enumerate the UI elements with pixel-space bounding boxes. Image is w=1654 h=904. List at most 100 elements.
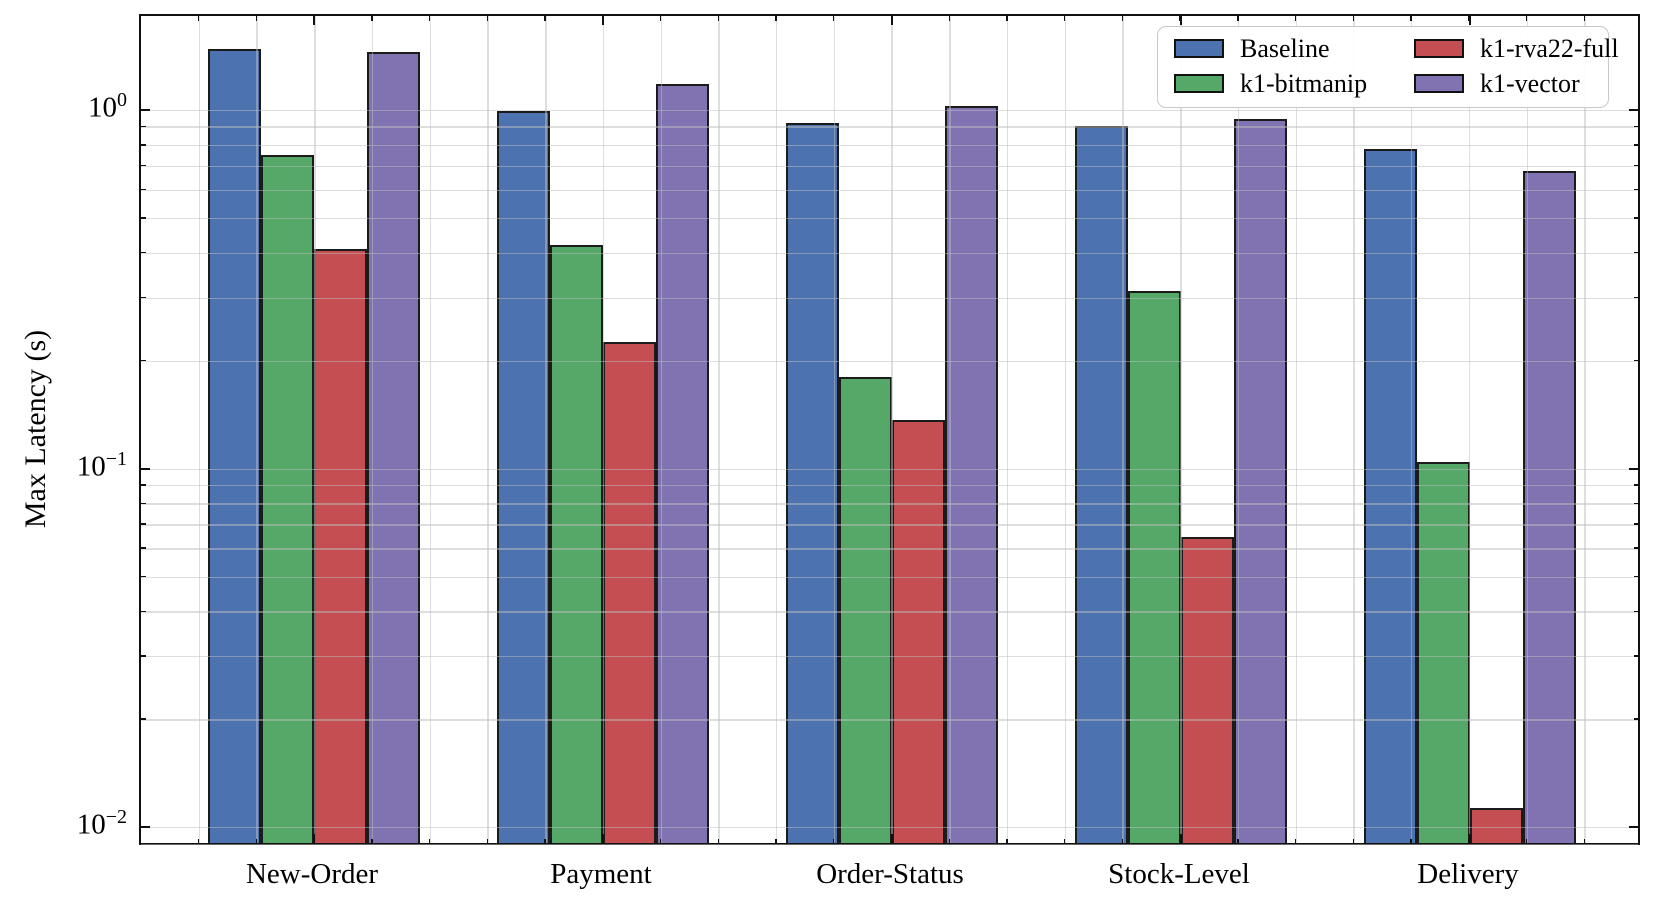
y-tick-right [1633, 842, 1638, 845]
y-tick-left [141, 144, 146, 146]
plot-area [139, 14, 1640, 845]
y-tick-left [141, 296, 146, 299]
y-tick-right [1633, 188, 1638, 191]
x-major-tick-bottom [1469, 834, 1471, 843]
x-major-tick-top [891, 16, 893, 25]
legend-swatch-k1-rva22-full [1414, 39, 1464, 58]
y-tick-left [141, 484, 146, 486]
x-tick-label-New-Order: New-Order [245, 858, 379, 890]
legend-swatch-k1-vector [1414, 74, 1464, 93]
y-tick-left [141, 842, 146, 845]
x-minor-tick-top [1121, 16, 1124, 21]
y-tick-right [1633, 296, 1638, 299]
legend: Baseline k1-bitmanip k1-rva22-full k1-vecto… [1157, 26, 1619, 108]
x-minor-tick-top [1294, 16, 1297, 21]
legend-item-k1-vector: k1-vector [1414, 71, 1644, 97]
y-tick-right [1633, 547, 1638, 549]
bar-k1-vector-Stock-Level [1234, 119, 1287, 843]
x-minor-tick-bottom [1006, 838, 1008, 843]
y-tick-label: 100 [88, 88, 127, 124]
x-minor-tick-bottom [948, 838, 950, 843]
legend-item-k1-rva22-full: k1-rva22-full [1414, 36, 1644, 62]
x-minor-tick-bottom [198, 838, 200, 843]
y-tick-left [141, 125, 146, 128]
y-tick-right [1633, 655, 1638, 657]
x-minor-tick-bottom [1525, 838, 1528, 843]
y-tick-label: 10−1 [76, 447, 127, 483]
x-minor-tick-bottom [255, 838, 258, 843]
y-tick-left [141, 467, 150, 470]
bar-Baseline-Delivery [1364, 148, 1417, 843]
bar-Baseline-Stock-Level [1075, 126, 1128, 843]
bar-Baseline-Order-Status [786, 122, 839, 843]
legend-label: k1-vector [1480, 69, 1580, 98]
y-tick-right [1629, 467, 1638, 470]
x-minor-tick-bottom [428, 838, 431, 843]
x-major-tick-bottom [1180, 834, 1182, 843]
bar-k1-bitmanip-Order-Status [839, 377, 892, 843]
x-minor-tick-top [371, 16, 373, 21]
bar-k1-rva22-full-Payment [603, 341, 656, 843]
y-tick-right [1633, 523, 1638, 525]
y-tick-right [1633, 359, 1638, 362]
x-minor-tick-top [198, 16, 200, 21]
x-minor-tick-bottom [1352, 838, 1355, 843]
y-tick-left [141, 655, 146, 657]
y-tick-right [1633, 575, 1638, 578]
x-minor-tick-bottom [1121, 838, 1124, 843]
x-major-tick-bottom [313, 834, 315, 843]
bar-k1-bitmanip-Stock-Level [1128, 290, 1181, 843]
x-major-tick-top [1180, 16, 1182, 25]
x-major-tick-bottom [891, 834, 893, 843]
legend-item-Baseline: Baseline [1174, 36, 1404, 62]
bar-k1-bitmanip-Payment [550, 244, 603, 843]
legend-swatch-Baseline [1174, 39, 1224, 58]
y-tick-left [141, 188, 146, 191]
y-tick-right [1633, 502, 1638, 505]
legend-label: k1-rva22-full [1480, 34, 1619, 63]
y-tick-right [1633, 610, 1638, 612]
y-tick-right [1633, 217, 1638, 219]
x-minor-tick-top [1468, 16, 1470, 21]
x-minor-tick-bottom [833, 838, 835, 843]
x-minor-tick-bottom [659, 838, 662, 843]
x-minor-tick-top [1006, 16, 1008, 21]
y-axis-label: Max Latency (s) [19, 329, 52, 529]
y-tick-right [1629, 826, 1638, 829]
x-tick-label-Stock-Level: Stock-Level [1108, 858, 1250, 890]
bar-k1-rva22-full-Delivery [1470, 808, 1523, 843]
y-tick-right [1633, 718, 1638, 720]
x-minor-tick-top [717, 16, 719, 21]
y-tick-left [141, 252, 146, 254]
x-minor-tick-top [428, 16, 431, 21]
bar-Baseline-Payment [497, 110, 550, 843]
x-major-tick-top [602, 16, 604, 25]
y-tick-left [141, 523, 146, 525]
bar-k1-vector-Payment [656, 84, 709, 843]
x-major-tick-bottom [602, 834, 604, 843]
x-minor-tick-bottom [1237, 838, 1239, 843]
x-major-tick-top [313, 16, 315, 25]
x-minor-tick-top [1237, 16, 1239, 21]
x-minor-tick-top [659, 16, 662, 21]
x-minor-tick-bottom [775, 838, 777, 843]
y-tick-left [141, 109, 150, 112]
y-tick-left [141, 718, 146, 720]
x-minor-tick-bottom [1294, 838, 1297, 843]
y-tick-left [141, 610, 146, 612]
y-tick-right [1633, 125, 1638, 128]
y-tick-right [1633, 164, 1638, 167]
y-tick-left [141, 502, 146, 505]
y-tick-right [1633, 484, 1638, 486]
y-tick-label: 10−2 [76, 805, 127, 841]
y-tick-left [141, 164, 146, 167]
ticks-layer [141, 16, 1638, 845]
bars-layer [141, 16, 1638, 843]
y-tick-left [141, 826, 150, 829]
y-tick-left [141, 217, 146, 219]
x-minor-tick-top [1352, 16, 1355, 21]
y-tick-left [141, 575, 146, 578]
x-minor-tick-top [486, 16, 489, 21]
x-minor-tick-top [544, 16, 546, 21]
y-tick-right [1633, 252, 1638, 254]
